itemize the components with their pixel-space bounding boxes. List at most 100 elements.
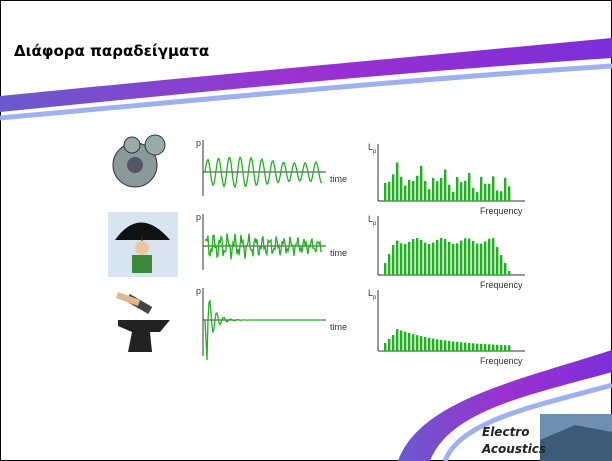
time-x-label: time: [330, 322, 347, 332]
spectrum-bar: [452, 192, 454, 201]
spectrum-bar: [468, 238, 470, 275]
spectrum-bar: [444, 239, 446, 275]
spectrum-bar: [420, 336, 422, 351]
spectrum-bar: [496, 247, 498, 275]
spectrum-bar: [484, 184, 486, 201]
spectrum-bar: [508, 271, 510, 275]
spectrum-bar: [504, 263, 506, 275]
spectrum-bar: [404, 186, 406, 201]
spectrum-bar: [396, 241, 398, 275]
spectrum-bar: [432, 178, 434, 201]
spectrum-bar: [416, 335, 418, 351]
spectrum-bar: [488, 184, 490, 201]
spectrum-bar: [448, 242, 450, 275]
spectrum-bar: [408, 333, 410, 351]
spectrum-bar: [400, 177, 402, 201]
spectrum-bar: [408, 242, 410, 275]
spectrum-bar: [416, 176, 418, 201]
spectrum-bar: [480, 177, 482, 201]
spectrum-bar: [508, 345, 510, 351]
slide-title: Διάφορα παραδείγματα: [14, 42, 209, 60]
spectrum-bar: [500, 345, 502, 351]
spectrum-bar: [428, 244, 430, 275]
spectrum-bar: [412, 334, 414, 351]
spectrum-bar: [492, 345, 494, 351]
spectrum-x-label: Frequency: [480, 206, 523, 216]
spectrum-bar: [404, 244, 406, 275]
spectrum-bar: [484, 344, 486, 351]
spectrum-bar: [384, 183, 386, 201]
spectrum-bar: [492, 176, 494, 201]
spectrum-bar: [440, 238, 442, 275]
spectrum-bar: [508, 186, 510, 201]
spectrum-bar: [428, 338, 430, 351]
spectrum-bar: [464, 238, 466, 275]
spectrum-bar: [488, 239, 490, 275]
spectrum-bar: [432, 338, 434, 351]
spectrum-bar: [496, 345, 498, 351]
spectrum-bar: [432, 243, 434, 275]
spectrum-bar: [464, 181, 466, 201]
spectrum-bar: [476, 244, 478, 275]
spectrum-bar: [436, 339, 438, 351]
spectrum-bar: [504, 345, 506, 351]
spectrum-bar: [384, 343, 386, 351]
time-y-label: p: [196, 212, 201, 222]
spectrum-bar: [468, 173, 470, 201]
spectrum-bar: [392, 174, 394, 201]
spectrum-bar: [440, 340, 442, 351]
spectrum-bar: [428, 189, 430, 201]
rain-umbrella-icon: [108, 212, 178, 277]
spectrum-bar: [396, 163, 398, 201]
spectrum-bar: [464, 343, 466, 351]
spectrum-bar: [472, 241, 474, 275]
logo-line2: Acoustics: [481, 442, 546, 456]
logo-line1: Electro: [482, 425, 529, 439]
spectrum-bar: [500, 191, 502, 201]
spectrum-bar: [392, 245, 394, 275]
spectrum-bar: [424, 243, 426, 275]
spectrum-bar: [488, 344, 490, 351]
spectrum-bar: [388, 182, 390, 201]
spectrum-bar: [444, 169, 446, 201]
spectrum-bar: [460, 182, 462, 201]
spectrum-bar: [472, 188, 474, 201]
time-y-label: p: [196, 286, 201, 296]
spectrum-bar: [456, 342, 458, 351]
spectrum-bar: [404, 332, 406, 351]
slide: Διάφορα παραδείγματα Electro Acoustics p…: [0, 0, 612, 461]
spectrum-bar: [444, 340, 446, 351]
spectrum-bar: [416, 238, 418, 275]
spectrum-bar: [484, 241, 486, 275]
spectrum-bar: [472, 343, 474, 351]
spectrum-bar: [400, 243, 402, 275]
spectrum-bar: [460, 241, 462, 275]
time-x-label: time: [330, 174, 347, 184]
spectrum-bar: [504, 178, 506, 201]
spectrum-bar: [424, 181, 426, 201]
spectrum-bar: [448, 341, 450, 351]
spectrum-bar: [412, 181, 414, 201]
spectrum-bar: [400, 330, 402, 351]
spectrum-bar: [420, 166, 422, 201]
spectrum-bar: [384, 263, 386, 275]
spectrum-bar: [452, 341, 454, 351]
spectrum-bar: [420, 240, 422, 275]
spectrum-bar: [388, 339, 390, 351]
time-x-label: time: [330, 248, 347, 258]
spectrum-bar: [476, 344, 478, 351]
spectrum-bar: [468, 343, 470, 351]
spectrum-bar: [452, 244, 454, 275]
spectrum-bar: [440, 178, 442, 201]
spectrum-x-label: Frequency: [480, 356, 523, 366]
spectrum-bar: [460, 342, 462, 351]
spectrum-bar: [500, 255, 502, 275]
spectrum-bar: [492, 238, 494, 275]
spectrum-bar: [496, 190, 498, 201]
spectrum-bar: [436, 240, 438, 275]
time-y-label: p: [196, 138, 201, 148]
spectrum-bar: [456, 243, 458, 275]
spectrum-bar: [436, 181, 438, 201]
spectrum-bar: [480, 344, 482, 351]
spectrum-x-label: Frequency: [480, 280, 523, 290]
